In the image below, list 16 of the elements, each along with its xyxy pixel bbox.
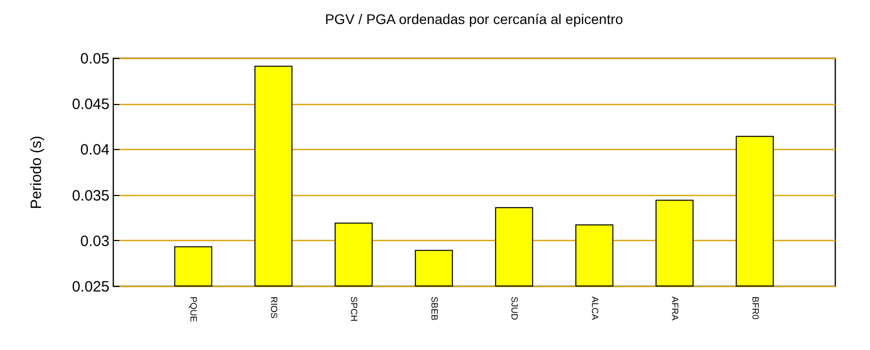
x-tick-label: PQUE xyxy=(188,296,199,322)
x-tick-label: BFR0 xyxy=(750,296,760,320)
y-tick-label: 0.035 xyxy=(72,187,110,204)
y-tick-label: 0.045 xyxy=(72,96,110,114)
chart-title: PGV / PGA ordenadas por cercanía al epicentro xyxy=(324,11,624,27)
x-tick-label: SJUD xyxy=(510,296,520,320)
y-tick-label: 0.04 xyxy=(80,142,110,159)
y-axis-title: Periodo (s) xyxy=(28,136,45,210)
x-tick-label: ALCA xyxy=(590,296,600,320)
y-tick-label: 0.05 xyxy=(80,50,110,68)
x-tick-label: SPCH xyxy=(349,296,360,322)
y-tick-label: 0.025 xyxy=(72,278,110,296)
x-tick-label: AFRA xyxy=(670,296,680,321)
x-tick-label: RIOS xyxy=(268,296,279,319)
y-tick-label: 0.03 xyxy=(80,232,110,250)
x-tick-label: SBEB xyxy=(429,296,440,321)
